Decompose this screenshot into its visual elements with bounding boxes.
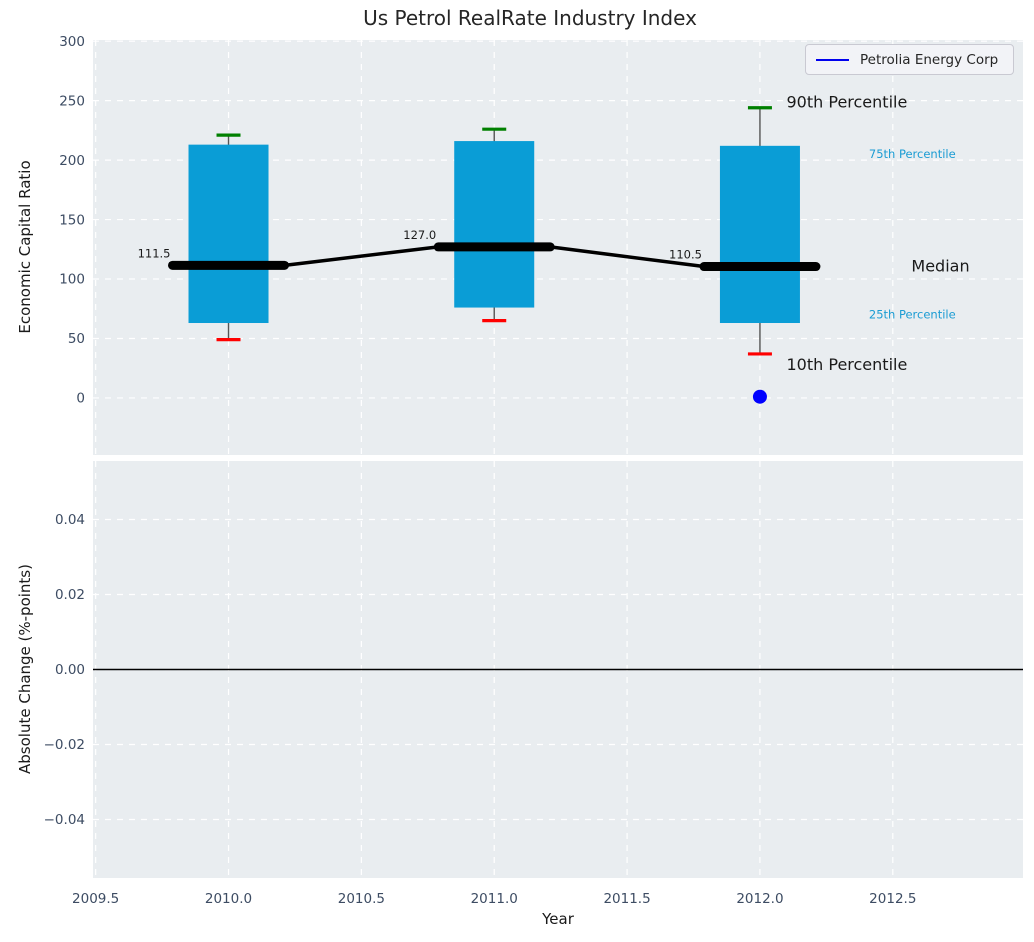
- top-y-axis-label: Economic Capital Ratio: [16, 160, 34, 334]
- iqr-box: [188, 144, 269, 324]
- median-value-label: 127.0: [403, 228, 436, 242]
- percentile-annotation: 25th Percentile: [869, 308, 956, 322]
- top-y-tick-label: 250: [59, 93, 85, 109]
- legend[interactable]: Petrolia Energy Corp: [805, 44, 1014, 75]
- bottom-y-tick-label: 0.02: [55, 587, 85, 603]
- legend-line-swatch: [816, 58, 849, 61]
- median-connector-line: [548, 245, 706, 269]
- bottom-y-tick-label: −0.02: [44, 737, 85, 753]
- percentile-annotation: 75th Percentile: [869, 147, 956, 161]
- x-tick-label: 2011.5: [603, 891, 650, 907]
- percentile-annotation: 90th Percentile: [787, 92, 908, 111]
- company-data-point: [752, 389, 767, 404]
- iqr-box: [719, 145, 800, 324]
- iqr-box: [454, 141, 535, 308]
- top-y-tick-label: 100: [59, 272, 85, 288]
- x-tick-label: 2010.5: [338, 891, 385, 907]
- x-tick-label: 2011.0: [471, 891, 518, 907]
- top-y-tick-label: 0: [76, 391, 85, 407]
- top-y-tick-label: 50: [68, 331, 85, 347]
- x-tick-label: 2010.0: [205, 891, 252, 907]
- legend-label: Petrolia Energy Corp: [860, 51, 999, 68]
- x-tick-label: 2012.0: [736, 891, 783, 907]
- bottom-y-tick-label: 0.04: [55, 512, 85, 528]
- top-y-tick-label: 150: [59, 212, 85, 228]
- percentile-annotation: 10th Percentile: [787, 355, 908, 374]
- bottom-y-tick-label: 0.00: [55, 662, 85, 678]
- chart-title: Us Petrol RealRate Industry Index: [363, 6, 697, 30]
- median-value-label: 110.5: [669, 248, 702, 262]
- top-y-tick-label: 300: [59, 34, 85, 50]
- median-value-label: 111.5: [138, 246, 171, 260]
- x-axis-label: Year: [542, 910, 574, 928]
- bottom-y-axis-label: Absolute Change (%-points): [16, 564, 34, 774]
- top-y-tick-label: 200: [59, 153, 85, 169]
- bottom-y-tick-label: −0.04: [44, 812, 85, 828]
- x-tick-label: 2009.5: [72, 891, 119, 907]
- x-tick-label: 2012.5: [869, 891, 916, 907]
- median-connector-line: [282, 245, 440, 268]
- percentile-annotation: Median: [911, 257, 969, 276]
